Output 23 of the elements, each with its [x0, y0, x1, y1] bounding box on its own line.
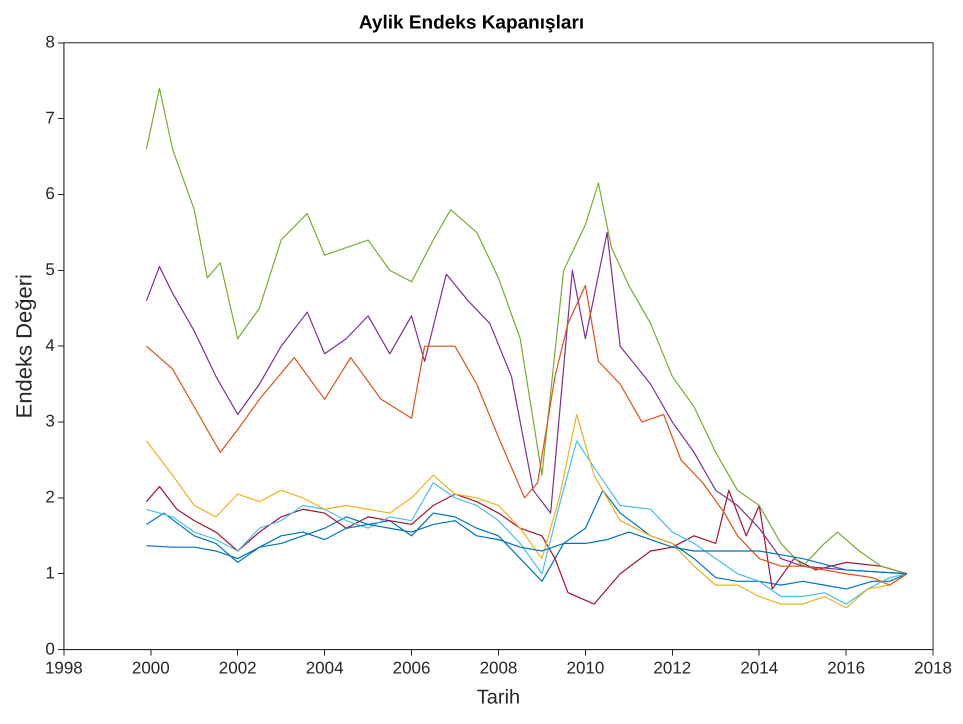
y-tick-label: 2 [45, 488, 55, 507]
x-tick-label: 2018 [914, 658, 952, 678]
y-axis-title: Endeks Değeri [11, 274, 36, 418]
x-tick-label: 2016 [827, 658, 866, 678]
x-tick-label: 1998 [44, 658, 83, 678]
x-tick-label: 2006 [392, 658, 430, 678]
y-tick-label: 7 [45, 108, 55, 128]
chart-title: Aylik Endeks Kapanışları [358, 12, 584, 34]
y-tick-label: 3 [45, 412, 55, 431]
x-tick-label: 2010 [566, 658, 604, 678]
y-tick-label: 5 [45, 260, 55, 280]
x-tick-label: 2012 [653, 658, 692, 678]
y-tick-label: 8 [45, 32, 55, 52]
y-tick-label: 6 [45, 184, 55, 204]
y-tick-label: 0 [45, 639, 55, 658]
x-tick-label: 2014 [740, 658, 778, 678]
x-tick-label: 2002 [218, 658, 257, 678]
x-axis-title: Tarih [476, 686, 520, 709]
x-tick-label: 2000 [132, 658, 170, 678]
y-tick-label: 4 [45, 336, 55, 355]
y-tick-label: 1 [45, 563, 55, 582]
x-tick-label: 2008 [480, 658, 518, 678]
x-tick-label: 2004 [306, 658, 344, 678]
